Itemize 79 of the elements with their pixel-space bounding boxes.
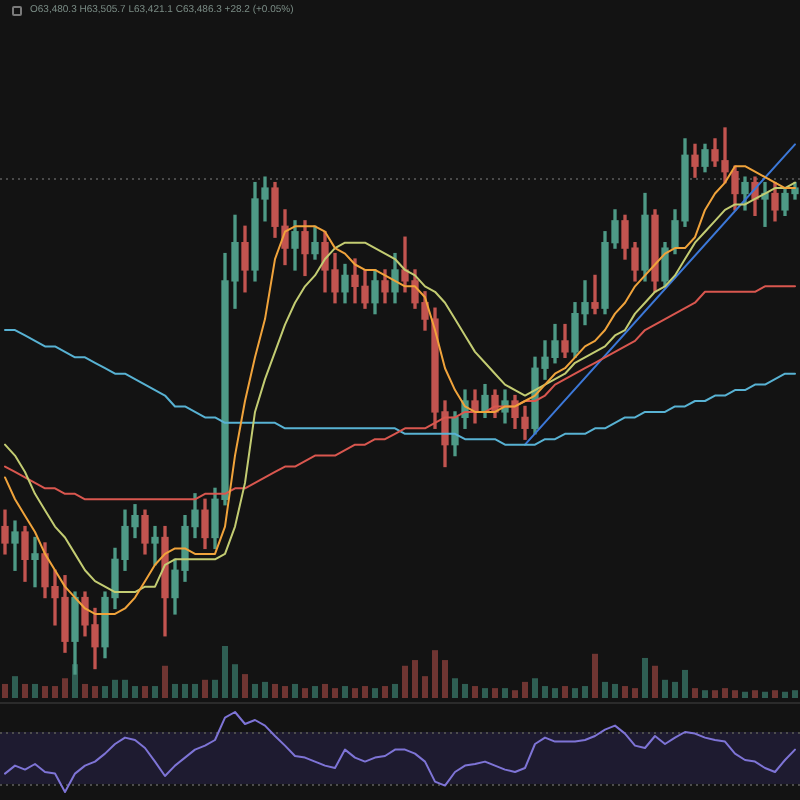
bar (442, 660, 448, 698)
bar (32, 683, 38, 698)
bar (492, 688, 498, 698)
bar (462, 683, 468, 698)
bar (122, 679, 128, 698)
bar (192, 683, 198, 698)
bar (742, 691, 748, 698)
bar (112, 679, 118, 698)
bar (502, 688, 508, 698)
bar (382, 686, 388, 698)
bar (302, 688, 308, 698)
bar (142, 686, 148, 698)
bar (92, 686, 98, 698)
bar (242, 674, 248, 698)
bar (162, 665, 168, 698)
bar (372, 688, 378, 698)
bar (702, 690, 708, 698)
bar (522, 681, 528, 698)
bar (322, 683, 328, 698)
bar (712, 690, 718, 698)
bar (572, 688, 578, 698)
bar (182, 683, 188, 698)
bar (412, 660, 418, 698)
bar (562, 686, 568, 698)
bar (152, 686, 158, 698)
bar (732, 690, 738, 698)
bar (2, 683, 8, 698)
bar (12, 676, 18, 698)
bar (662, 679, 668, 698)
bar (482, 688, 488, 698)
bar (362, 686, 368, 698)
bar (82, 683, 88, 698)
bar (672, 681, 678, 698)
bar (582, 686, 588, 698)
bar (452, 678, 458, 698)
bar (172, 683, 178, 698)
bar (42, 686, 48, 698)
bar (432, 650, 438, 698)
bar (692, 688, 698, 698)
bar (532, 678, 538, 698)
bar (62, 678, 68, 698)
bar (282, 686, 288, 698)
bar (782, 691, 788, 698)
bar (262, 681, 268, 698)
bar (552, 688, 558, 698)
bar (722, 688, 728, 698)
bar (772, 690, 778, 698)
bar (602, 681, 608, 698)
bar (102, 686, 108, 698)
bar (472, 686, 478, 698)
bar (202, 679, 208, 698)
bar (272, 683, 278, 698)
bar (392, 683, 398, 698)
bar (22, 683, 28, 698)
bar (402, 665, 408, 698)
bar (512, 690, 518, 698)
bar (792, 690, 798, 698)
bar (422, 676, 428, 698)
bar (542, 686, 548, 698)
bar (232, 664, 238, 698)
bar (622, 686, 628, 698)
bar (332, 688, 338, 698)
bar (222, 646, 228, 698)
bar (132, 686, 138, 698)
bar (652, 665, 658, 698)
bar (612, 683, 618, 698)
bar (352, 688, 358, 698)
bar (312, 686, 318, 698)
bar (212, 679, 218, 698)
bar (642, 657, 648, 698)
bar (592, 653, 598, 698)
bar (52, 686, 58, 698)
bar (752, 690, 758, 698)
bar (342, 686, 348, 698)
bar (682, 669, 688, 698)
bar (632, 688, 638, 698)
bar (252, 683, 258, 698)
bar (762, 691, 768, 698)
bar (292, 683, 298, 698)
